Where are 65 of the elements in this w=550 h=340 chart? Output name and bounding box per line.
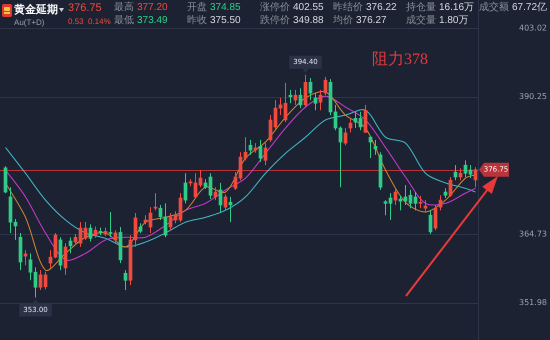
annotation: 昨收 375.50 bbox=[187, 15, 241, 26]
candlestick bbox=[318, 89, 322, 111]
candlestick bbox=[304, 74, 308, 108]
candlestick bbox=[418, 195, 422, 209]
candlestick bbox=[428, 210, 432, 235]
candlestick bbox=[434, 204, 438, 231]
annotation: 成交量 1.80万 bbox=[406, 15, 468, 26]
annotation: 阻力378 bbox=[372, 51, 428, 68]
candlestick bbox=[444, 188, 448, 198]
y-tick-label: 364.73 bbox=[519, 229, 547, 238]
candlestick bbox=[308, 78, 312, 101]
candlestick bbox=[224, 194, 228, 211]
candlestick bbox=[248, 139, 252, 156]
candlestick bbox=[458, 168, 462, 181]
candlestick bbox=[324, 76, 328, 96]
annotation: 持仓量 16.16万 bbox=[406, 2, 474, 13]
y-tick-label: 403.02 bbox=[519, 23, 547, 32]
annotation: 昨结价 376.22 bbox=[333, 2, 397, 13]
text: 成交额 67.72亿 bbox=[479, 2, 548, 13]
candlestick bbox=[258, 139, 262, 162]
candlestick bbox=[364, 104, 368, 134]
line-series bbox=[5, 109, 476, 248]
candlestick bbox=[374, 139, 378, 156]
candlestick bbox=[264, 142, 268, 166]
candlestick bbox=[64, 242, 68, 276]
annotation: 涨停价 402.55 bbox=[260, 2, 324, 13]
candlestick bbox=[114, 230, 118, 244]
candlestick bbox=[154, 192, 158, 211]
candlestick bbox=[124, 270, 128, 290]
candlestick bbox=[454, 164, 458, 181]
text: Au(T+D) bbox=[14, 18, 44, 27]
candlestick bbox=[368, 136, 372, 159]
candlestick bbox=[108, 211, 112, 238]
annotation: 376.75 bbox=[68, 2, 102, 14]
candlestick bbox=[474, 166, 478, 188]
candlestick bbox=[344, 128, 348, 146]
candlestick bbox=[88, 224, 92, 242]
annotation: 跌停价 349.88 bbox=[260, 15, 324, 26]
candlestick bbox=[24, 250, 28, 266]
candlestick bbox=[298, 88, 302, 109]
y-tick-label: 351.98 bbox=[519, 298, 547, 308]
candlestick bbox=[394, 188, 398, 206]
candlestick bbox=[348, 118, 352, 133]
candlestick bbox=[424, 200, 428, 212]
chart-title: 黄金延期 bbox=[14, 3, 58, 16]
candlestick bbox=[448, 176, 452, 198]
candlestick bbox=[94, 226, 98, 238]
candlestick bbox=[438, 194, 442, 211]
annotation: 0.53 bbox=[68, 17, 84, 26]
annotation: 均价 376.27 bbox=[333, 15, 387, 26]
y-tick-label: 390.25 bbox=[519, 92, 547, 102]
annotation: 最低 373.49 bbox=[114, 15, 168, 26]
annotation: 开盘 374.85 bbox=[187, 2, 241, 13]
candlestick bbox=[184, 172, 188, 204]
candlestick bbox=[218, 182, 222, 212]
candlestick bbox=[294, 89, 298, 106]
candlestick bbox=[68, 236, 72, 254]
candlestick bbox=[314, 92, 318, 111]
candlestick bbox=[288, 89, 292, 104]
candlestick bbox=[214, 186, 218, 201]
candlestick bbox=[254, 142, 258, 154]
annotation: 0.14% bbox=[88, 17, 111, 26]
candlestick bbox=[228, 196, 232, 223]
candlestick bbox=[138, 222, 142, 234]
annotation: 最高 377.20 bbox=[114, 2, 168, 13]
